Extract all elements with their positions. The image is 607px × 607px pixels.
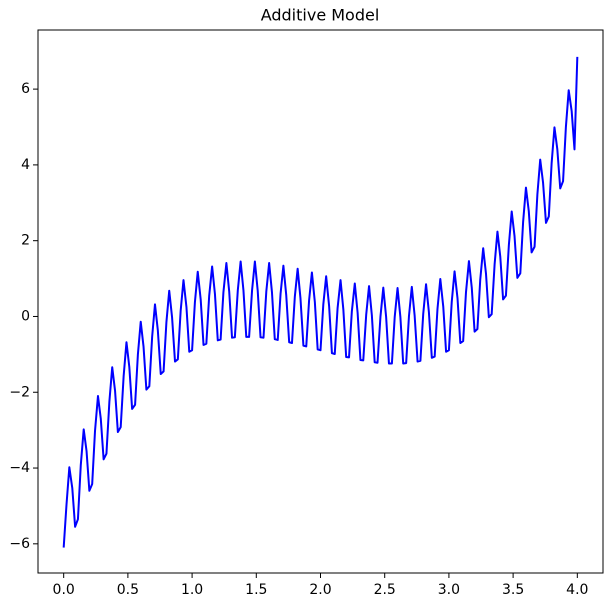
x-tick-label: 4.0 xyxy=(566,582,588,598)
y-tick-label: 0 xyxy=(21,308,30,324)
y-tick-label: 4 xyxy=(21,157,30,173)
x-tick-label: 1.0 xyxy=(181,582,203,598)
y-tick-label: 6 xyxy=(21,81,30,97)
x-tick-label: 2.0 xyxy=(309,582,331,598)
x-tick-label: 1.5 xyxy=(245,582,267,598)
x-tick-label: 3.0 xyxy=(438,582,460,598)
y-tick-label: −6 xyxy=(9,536,30,552)
y-tick-label: −2 xyxy=(9,384,30,400)
y-tick-label: 2 xyxy=(21,233,30,249)
x-tick-label: 0.0 xyxy=(53,582,75,598)
x-tick-label: 3.5 xyxy=(502,582,524,598)
data-line xyxy=(62,56,579,548)
chart-title: Additive Model xyxy=(261,6,380,25)
x-tick-label: 0.5 xyxy=(117,582,139,598)
plot-frame xyxy=(37,29,604,574)
y-tick-label: −4 xyxy=(9,460,30,476)
x-tick-label: 2.5 xyxy=(374,582,396,598)
